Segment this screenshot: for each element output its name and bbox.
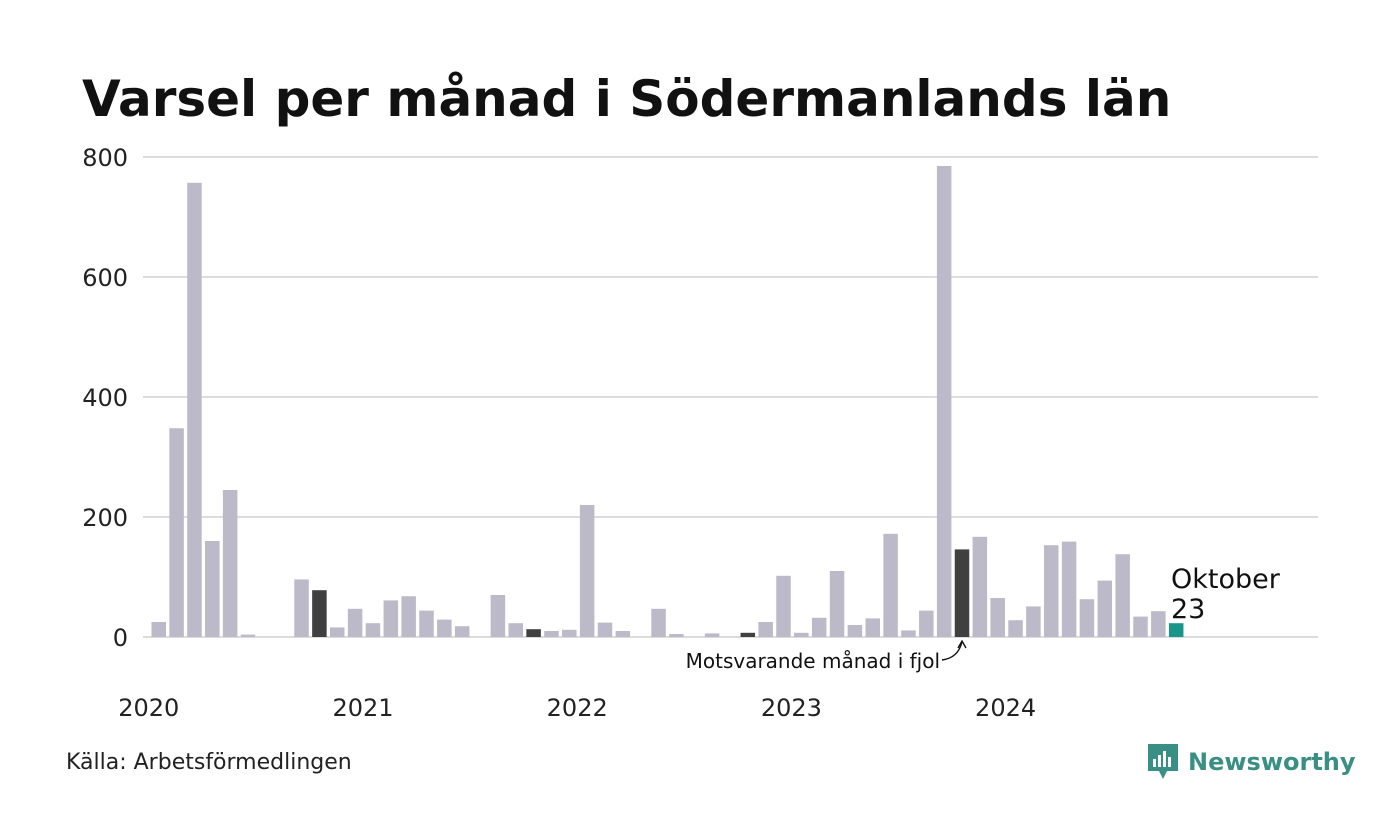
bar-2024-03 bbox=[1044, 545, 1059, 637]
bar-2023-03 bbox=[829, 571, 845, 637]
newsworthy-logo-icon bbox=[1148, 744, 1178, 779]
bar-2023-09 bbox=[936, 166, 952, 637]
bar-2021-02 bbox=[383, 600, 399, 637]
current-month-label: Oktober bbox=[1171, 564, 1281, 595]
current-value-label: 23 bbox=[1171, 594, 1205, 625]
bar-2020-12 bbox=[347, 608, 363, 637]
bar-2020-09 bbox=[294, 579, 309, 637]
bar-2023-04 bbox=[847, 625, 863, 637]
bar-2024-04 bbox=[1061, 541, 1077, 637]
bar-2020-04 bbox=[205, 541, 220, 637]
bar-2024-06 bbox=[1097, 580, 1113, 637]
annotation-arrowhead bbox=[957, 639, 967, 649]
bar-2023-05 bbox=[865, 618, 880, 637]
y-tick-label: 600 bbox=[82, 264, 128, 292]
bar-2023-08 bbox=[919, 610, 934, 637]
bar-2023-11 bbox=[972, 536, 988, 637]
bar-2022-11 bbox=[758, 622, 773, 637]
bar-2022-01 bbox=[579, 505, 595, 637]
bar-2022-05 bbox=[651, 608, 666, 637]
bar-2024-07 bbox=[1115, 554, 1130, 637]
bar-2021-10 bbox=[526, 629, 541, 637]
bar-2021-12 bbox=[562, 629, 577, 637]
bar-2023-07 bbox=[901, 630, 916, 637]
bar-2024-02 bbox=[1026, 606, 1041, 637]
y-tick-label: 400 bbox=[82, 384, 128, 412]
year-label-2021: 2021 bbox=[332, 694, 393, 722]
bar-2023-10 bbox=[954, 549, 970, 637]
bar-2021-05 bbox=[437, 619, 452, 637]
bar-2021-03 bbox=[401, 596, 416, 637]
year-label-2022: 2022 bbox=[547, 694, 608, 722]
bar-2024-05 bbox=[1079, 599, 1095, 637]
bar-2022-06 bbox=[669, 634, 684, 637]
bar-2020-02 bbox=[169, 428, 184, 637]
bar-2021-04 bbox=[419, 610, 434, 637]
y-tick-label: 200 bbox=[82, 504, 128, 532]
year-label-2023: 2023 bbox=[761, 694, 822, 722]
bar-2021-09 bbox=[508, 623, 523, 637]
bar-2024-01 bbox=[1008, 620, 1023, 637]
bar-2020-11 bbox=[330, 627, 345, 637]
bar-2023-02 bbox=[811, 617, 827, 637]
brand-logo: Newsworthy bbox=[1148, 744, 1356, 780]
bar-2023-12 bbox=[990, 598, 1005, 637]
chart-title: Varsel per månad i Södermanlands län bbox=[82, 70, 1172, 128]
bar-2023-01 bbox=[794, 632, 809, 637]
source-label: Källa: Arbetsförmedlingen bbox=[66, 750, 352, 775]
bar-2020-03 bbox=[187, 182, 202, 638]
annotation-arrow bbox=[941, 641, 963, 661]
bar-2021-06 bbox=[454, 626, 470, 637]
annotation-label: Motsvarande månad i fjol bbox=[686, 649, 940, 673]
bar-2021-11 bbox=[544, 631, 559, 637]
bar-2024-09 bbox=[1151, 611, 1166, 637]
bar-2022-12 bbox=[776, 575, 791, 637]
bar-2020-05 bbox=[222, 490, 238, 637]
bar-2022-03 bbox=[615, 631, 631, 637]
y-tick-label: 0 bbox=[113, 624, 128, 652]
bar-2023-06 bbox=[883, 533, 898, 637]
bar-2021-08 bbox=[490, 595, 506, 637]
y-tick-label: 800 bbox=[82, 144, 128, 172]
bar-2024-08 bbox=[1133, 616, 1148, 637]
bar-2022-02 bbox=[597, 622, 613, 637]
bar-2022-10 bbox=[740, 632, 756, 637]
brand-name: Newsworthy bbox=[1188, 748, 1356, 776]
bar-2022-08 bbox=[704, 633, 720, 637]
year-label-2024: 2024 bbox=[975, 694, 1036, 722]
bar-2020-06 bbox=[240, 634, 256, 637]
year-label-2020: 2020 bbox=[118, 694, 179, 722]
bar-2021-01 bbox=[365, 623, 381, 637]
bar-2024-10 bbox=[1168, 623, 1184, 637]
bar-2020-01 bbox=[151, 622, 166, 637]
bar-2020-10 bbox=[312, 590, 327, 637]
